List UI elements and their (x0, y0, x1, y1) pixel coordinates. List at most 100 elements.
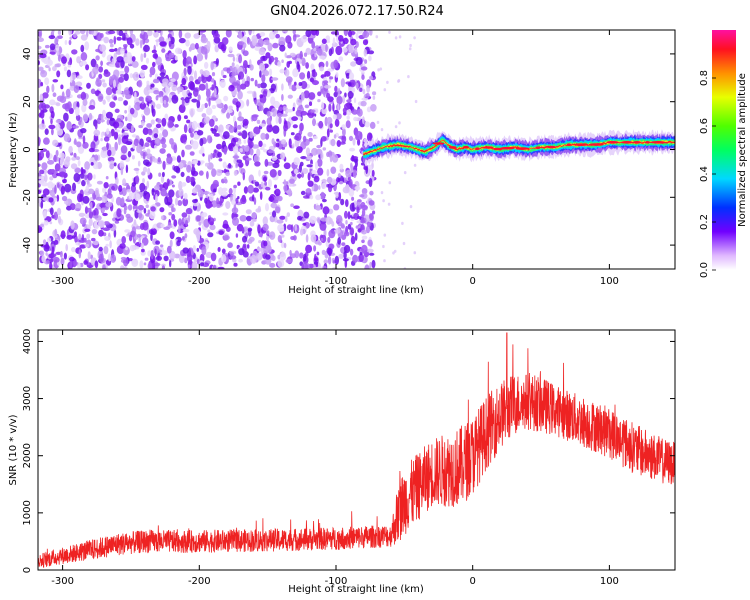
noise-speck (249, 64, 254, 71)
noise-speck (237, 161, 244, 168)
noise-speck (182, 228, 190, 233)
noise-speck (366, 248, 374, 253)
noise-speck (133, 167, 140, 171)
noise-speck (85, 64, 90, 71)
noise-speck (188, 81, 195, 90)
noise-speck (382, 199, 385, 203)
noise-speck (298, 116, 302, 121)
noise-speck (232, 56, 236, 62)
noise-speck (315, 108, 319, 113)
noise-speck (348, 72, 355, 81)
noise-speck (375, 35, 379, 39)
noise-speck (217, 127, 221, 134)
noise-speck (251, 114, 259, 118)
noise-speck (82, 113, 89, 123)
noise-speck (155, 193, 158, 204)
noise-speck (142, 152, 146, 160)
noise-speck (253, 126, 261, 135)
noise-speck (383, 233, 387, 237)
noise-speck (104, 236, 111, 241)
noise-speck (66, 69, 72, 78)
noise-speck (199, 122, 205, 128)
noise-speck (266, 117, 272, 126)
noise-speck (340, 198, 345, 206)
noise-speck (71, 157, 77, 161)
noise-speck (272, 125, 280, 134)
noise-speck (150, 119, 155, 125)
noise-speck (49, 51, 56, 55)
noise-speck (409, 205, 413, 209)
noise-speck (218, 187, 223, 196)
noise-speck (300, 92, 305, 101)
noise-speck (45, 150, 50, 159)
noise-speck (259, 32, 266, 37)
noise-speck (369, 252, 375, 256)
noise-speck (266, 230, 270, 235)
noise-speck (129, 73, 133, 79)
noise-speck (82, 135, 86, 144)
noise-speck (94, 260, 99, 269)
noise-speck (269, 262, 276, 268)
noise-speck (282, 105, 287, 112)
noise-speck (271, 155, 278, 161)
noise-speck (145, 136, 152, 143)
noise-speck (49, 189, 56, 197)
noise-speck (226, 109, 233, 114)
signal-peak-blob (650, 141, 666, 144)
noise-speck (290, 132, 295, 136)
noise-speck (113, 162, 117, 167)
noise-speck (231, 71, 236, 77)
noise-speck (281, 30, 287, 33)
noise-speck (154, 184, 160, 191)
noise-speck (307, 132, 313, 137)
noise-speck (42, 239, 47, 245)
noise-speck (231, 199, 236, 205)
noise-speck (328, 184, 333, 193)
noise-speck (245, 209, 252, 215)
noise-speck (124, 109, 127, 114)
noise-speck (204, 116, 211, 124)
noise-speck (98, 229, 104, 237)
noise-speck (63, 66, 68, 72)
noise-speck (293, 235, 297, 241)
signal-peak-blob (500, 146, 515, 150)
noise-speck (311, 169, 317, 175)
spectrogram-y-tick-label: -20 (22, 189, 33, 205)
noise-speck (151, 49, 157, 54)
noise-speck (120, 154, 127, 161)
noise-speck (211, 72, 216, 77)
noise-speck (52, 256, 60, 263)
noise-speck (57, 30, 62, 35)
noise-speck (160, 126, 164, 131)
noise-speck (306, 155, 313, 160)
noise-speck (237, 196, 240, 200)
noise-speck (38, 30, 43, 39)
noise-speck (127, 204, 133, 211)
noise-speck (45, 44, 50, 49)
noise-speck (101, 113, 104, 123)
noise-speck (174, 47, 182, 55)
noise-speck (299, 161, 304, 167)
noise-speck (86, 233, 91, 239)
noise-speck (303, 253, 307, 262)
noise-speck (182, 247, 189, 254)
noise-speck (103, 221, 110, 226)
spectrogram-x-tick-label: -300 (51, 276, 74, 287)
noise-speck (97, 161, 102, 170)
noise-speck (157, 118, 162, 124)
noise-speck (361, 244, 368, 254)
noise-speck (334, 255, 339, 265)
noise-speck (121, 236, 126, 244)
noise-speck (309, 194, 314, 200)
noise-speck (382, 244, 385, 249)
noise-speck (324, 70, 331, 77)
spectrogram-noise-region (38, 30, 421, 269)
snr-panel: -300 -200 -100 0 100 0 1000 2000 3000 4000 Heigh… (8, 329, 676, 595)
noise-speck (60, 230, 66, 240)
noise-speck (105, 243, 109, 247)
noise-speck (171, 207, 176, 212)
noise-speck (169, 260, 172, 268)
noise-speck (38, 66, 44, 72)
noise-speck (103, 245, 109, 255)
